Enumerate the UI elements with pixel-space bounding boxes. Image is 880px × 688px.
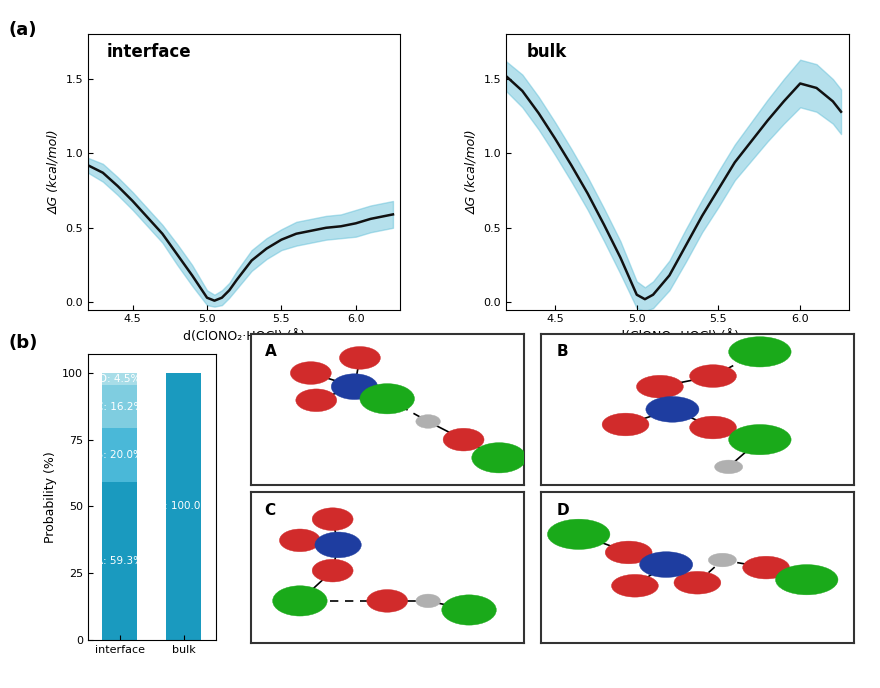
Circle shape	[602, 413, 649, 436]
Text: B: 20.0%: B: 20.0%	[97, 450, 143, 460]
Circle shape	[331, 374, 378, 400]
Text: C: C	[264, 502, 275, 517]
Text: D: 4.5%: D: 4.5%	[99, 374, 141, 384]
Y-axis label: ΔG (kcal/mol): ΔG (kcal/mol)	[465, 129, 478, 215]
Circle shape	[416, 594, 440, 608]
Text: A: 59.3%: A: 59.3%	[97, 556, 143, 566]
Circle shape	[612, 574, 658, 597]
Circle shape	[340, 347, 380, 369]
Text: A: A	[264, 344, 276, 359]
Circle shape	[743, 556, 789, 579]
Bar	[102, 428, 137, 482]
Text: C: 16.2%: C: 16.2%	[96, 402, 143, 411]
Text: bulk: bulk	[526, 43, 567, 61]
Circle shape	[547, 519, 610, 550]
Circle shape	[416, 415, 440, 428]
Text: (a): (a)	[9, 21, 37, 39]
X-axis label: d(ClONO₂·HOCl) (Å): d(ClONO₂·HOCl) (Å)	[183, 330, 305, 343]
Circle shape	[708, 553, 737, 567]
Circle shape	[715, 460, 743, 474]
Y-axis label: Probability (%): Probability (%)	[44, 451, 56, 543]
Bar	[102, 373, 137, 385]
Text: D: D	[557, 502, 569, 517]
Bar	[102, 482, 137, 640]
Circle shape	[690, 416, 737, 439]
Y-axis label: ΔG (kcal/mol): ΔG (kcal/mol)	[47, 129, 60, 215]
Text: (b): (b)	[9, 334, 38, 352]
Circle shape	[442, 595, 496, 625]
Circle shape	[729, 336, 791, 367]
X-axis label: d(ClONO₂·HOCl) (Å): d(ClONO₂·HOCl) (Å)	[617, 330, 738, 343]
Circle shape	[690, 365, 737, 387]
Text: A: 100.0%: A: 100.0%	[157, 502, 210, 511]
Circle shape	[312, 508, 353, 530]
Circle shape	[729, 424, 791, 455]
Circle shape	[636, 376, 684, 398]
Circle shape	[472, 442, 526, 473]
Circle shape	[605, 541, 652, 564]
Circle shape	[315, 532, 362, 558]
Circle shape	[674, 571, 721, 594]
Circle shape	[273, 585, 327, 616]
Circle shape	[444, 428, 484, 451]
Circle shape	[775, 565, 838, 595]
Text: interface: interface	[106, 43, 191, 61]
Circle shape	[646, 396, 699, 422]
Circle shape	[290, 362, 331, 385]
Circle shape	[367, 590, 407, 612]
Circle shape	[640, 552, 693, 577]
Bar	[102, 385, 137, 428]
Circle shape	[296, 389, 337, 411]
Text: B: B	[557, 344, 568, 359]
Circle shape	[312, 559, 353, 582]
Circle shape	[360, 384, 414, 414]
Bar	[166, 373, 202, 640]
Circle shape	[280, 529, 320, 552]
